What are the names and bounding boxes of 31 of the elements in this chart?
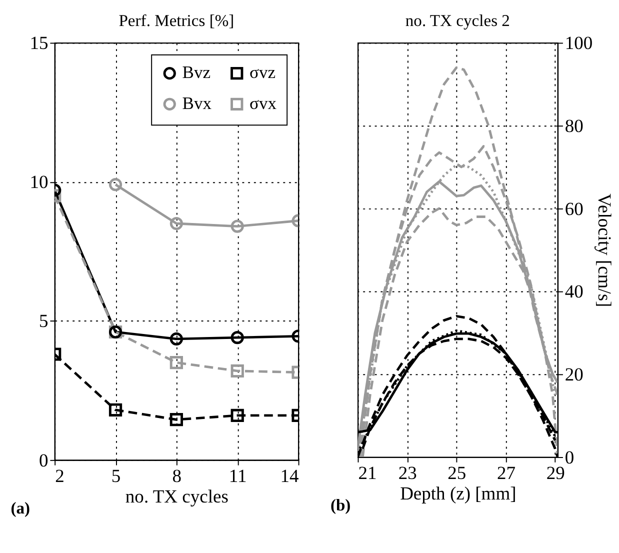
x-tick-label: 29 <box>546 462 565 484</box>
x-tick-label: 14 <box>280 466 299 487</box>
chart-title: Perf. Metrics [%] <box>118 11 234 30</box>
x-tick-label: 2 <box>55 466 64 487</box>
y-tick-label: 80 <box>564 116 584 137</box>
y-tick-label: 40 <box>564 282 584 303</box>
text: (b) <box>330 496 351 515</box>
legend-label: Bvx <box>182 93 212 114</box>
x-tick-label: 21 <box>358 462 377 484</box>
y-tick-label: 10 <box>30 172 48 194</box>
x-tick-label: 27 <box>497 462 516 484</box>
x-tick-label: 11 <box>228 466 247 487</box>
y-tick-label: 5 <box>38 311 48 332</box>
x-tick-label: 23 <box>398 462 417 484</box>
y-tick-label: 20 <box>564 364 584 386</box>
y-axis-title: Velocity [cm/s] <box>594 194 615 308</box>
y-tick-label: 60 <box>564 198 584 220</box>
text: (a) <box>10 498 30 518</box>
x-tick-label: 5 <box>111 466 121 487</box>
y-tick-label: 0 <box>38 450 48 472</box>
legend-label: Bvz <box>182 62 211 82</box>
y-tick-label: 15 <box>30 33 48 54</box>
y-tick-label: 100 <box>564 33 593 54</box>
x-tick-label: 8 <box>172 466 182 487</box>
x-tick-label: 25 <box>448 462 466 484</box>
y-tick-label: 0 <box>564 447 574 468</box>
legend-label: σvz <box>250 62 276 82</box>
legend-label: σvx <box>250 93 277 114</box>
x-axis-title: Depth (z) [mm] <box>400 483 516 504</box>
x-axis-title: no. TX cycles <box>125 486 228 508</box>
chart-title: no. TX cycles 2 <box>405 11 510 30</box>
